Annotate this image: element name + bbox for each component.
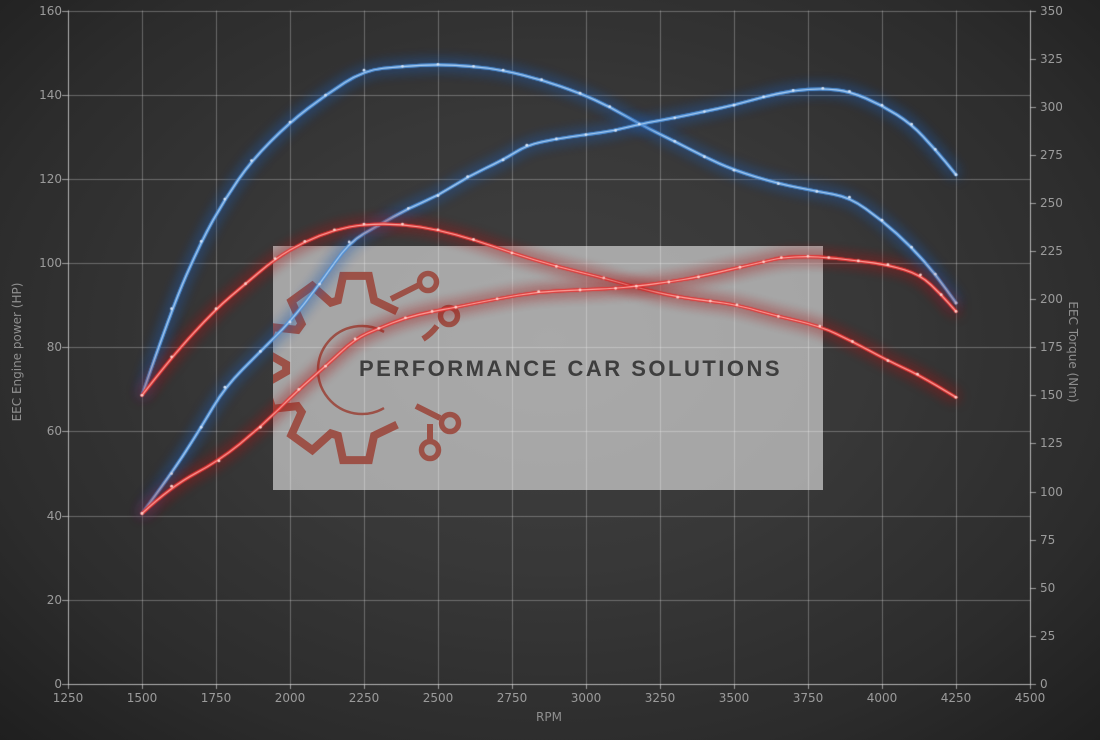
- x-axis-title: RPM: [536, 710, 562, 724]
- y-axis-right-title: EEC Torque (Nm): [1066, 301, 1080, 403]
- y-axis-left-title: EEC Engine power (HP): [10, 282, 24, 422]
